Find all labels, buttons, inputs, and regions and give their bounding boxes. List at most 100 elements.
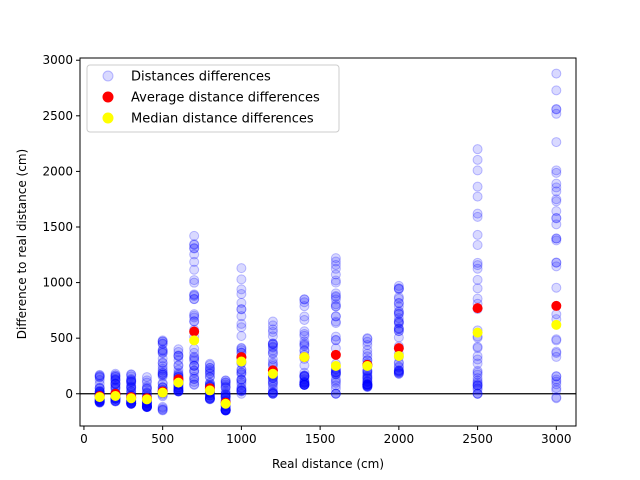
distance-difference-point — [126, 376, 137, 387]
distance-difference-point — [393, 317, 404, 328]
distance-difference-point — [472, 191, 483, 202]
distance-difference-point — [189, 351, 200, 362]
distance-difference-point — [236, 304, 247, 315]
distance-difference-point — [110, 379, 121, 390]
distance-difference-point — [362, 379, 373, 390]
distance-difference-point — [551, 104, 562, 115]
x-tick-label: 500 — [151, 432, 174, 446]
distance-difference-point — [189, 316, 200, 327]
distance-difference-point — [189, 264, 200, 275]
distance-difference-point — [330, 301, 341, 312]
distance-difference-point — [189, 352, 200, 363]
distance-difference-point — [204, 372, 215, 383]
distance-difference-point — [236, 374, 247, 385]
distance-difference-point — [110, 371, 121, 382]
legend-marker — [102, 112, 114, 124]
distance-difference-point — [393, 309, 404, 320]
distance-difference-point — [393, 301, 404, 312]
distance-difference-point — [393, 367, 404, 378]
distance-difference-point — [393, 366, 404, 377]
y-tick-label: 500 — [50, 331, 73, 345]
distance-difference-point — [189, 360, 200, 371]
average-point — [472, 303, 483, 314]
distance-difference-point — [472, 181, 483, 192]
distance-difference-point — [393, 284, 404, 295]
median-point — [236, 356, 247, 367]
legend-marker — [102, 70, 114, 82]
distance-difference-point — [330, 388, 341, 399]
distance-difference-point — [189, 243, 200, 254]
distance-difference-point — [126, 376, 137, 387]
distance-difference-point — [267, 388, 278, 399]
distance-difference-point — [330, 374, 341, 385]
distance-difference-point — [157, 358, 168, 369]
distance-difference-point — [189, 293, 200, 304]
distance-difference-point — [393, 367, 404, 378]
distance-difference-point — [472, 144, 483, 155]
distance-difference-point — [189, 312, 200, 323]
median-point — [173, 377, 184, 388]
distance-difference-point — [173, 350, 184, 361]
distance-difference-point — [204, 371, 215, 382]
average-point — [189, 326, 200, 337]
distance-difference-point — [173, 355, 184, 366]
distance-difference-point — [472, 367, 483, 378]
distance-difference-point — [299, 370, 310, 381]
distance-difference-point — [236, 386, 247, 397]
distance-difference-point — [330, 375, 341, 386]
distance-difference-point — [141, 377, 152, 388]
distance-difference-point — [204, 360, 215, 371]
average-point — [393, 343, 404, 354]
distance-difference-point — [393, 326, 404, 337]
distance-difference-point — [393, 326, 404, 337]
median-point — [94, 392, 105, 403]
distance-difference-point — [299, 378, 310, 389]
distance-difference-point — [157, 357, 168, 368]
distance-difference-point — [157, 346, 168, 357]
legend-label: Average distance differences — [131, 91, 320, 106]
distance-difference-point — [157, 370, 168, 381]
distance-difference-point — [267, 388, 278, 399]
distance-difference-point — [126, 376, 137, 387]
y-tick-label: 2500 — [42, 109, 73, 123]
median-point — [362, 360, 373, 371]
distance-difference-point — [204, 363, 215, 374]
distance-difference-point — [157, 369, 168, 380]
distance-difference-point — [362, 380, 373, 391]
median-point — [157, 387, 168, 398]
distance-difference-point — [157, 336, 168, 347]
distance-difference-point — [267, 384, 278, 395]
distance-difference-point — [472, 375, 483, 386]
distance-difference-point — [393, 292, 404, 303]
distance-difference-point — [299, 339, 310, 350]
y-tick-label: 1000 — [42, 276, 73, 290]
distance-difference-point — [299, 377, 310, 388]
distance-difference-point — [204, 368, 215, 379]
distance-difference-point — [551, 233, 562, 244]
distance-difference-point — [299, 314, 310, 325]
distance-difference-point — [157, 335, 168, 346]
distance-difference-point — [472, 380, 483, 391]
distance-difference-point — [189, 277, 200, 288]
distance-difference-point — [551, 282, 562, 293]
distance-difference-point — [362, 379, 373, 390]
distance-difference-point — [551, 376, 562, 387]
distance-difference-point — [551, 346, 562, 357]
distance-difference-point — [299, 377, 310, 388]
distance-difference-point — [267, 327, 278, 338]
distance-difference-point — [472, 293, 483, 304]
distance-difference-point — [110, 370, 121, 381]
distance-difference-point — [157, 353, 168, 364]
distance-difference-point — [126, 369, 137, 380]
distance-difference-point — [236, 297, 247, 308]
distance-difference-point — [236, 322, 247, 333]
distance-difference-point — [236, 274, 247, 285]
distance-difference-point — [157, 348, 168, 359]
distance-difference-point — [126, 369, 137, 380]
distance-difference-point — [173, 350, 184, 361]
distance-difference-point — [189, 289, 200, 300]
distance-difference-point — [236, 374, 247, 385]
distance-difference-point — [189, 239, 200, 250]
distance-difference-point — [393, 365, 404, 376]
distance-difference-point — [299, 370, 310, 381]
